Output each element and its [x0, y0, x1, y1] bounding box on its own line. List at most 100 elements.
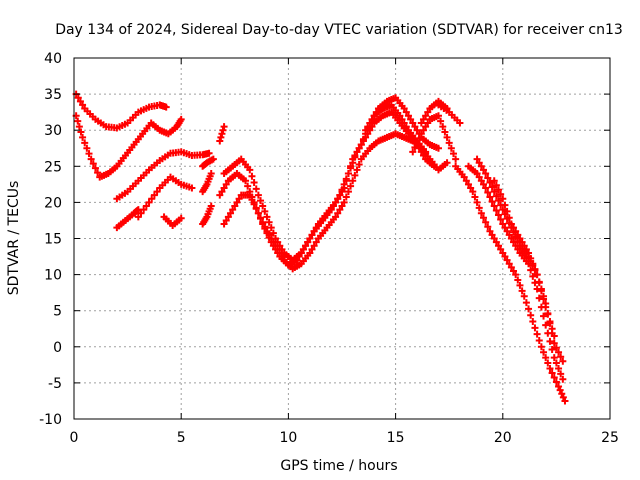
data-point [555, 383, 563, 391]
data-point [505, 214, 513, 222]
data-point [417, 119, 425, 127]
data-point [495, 242, 503, 250]
data-point [441, 128, 449, 136]
data-point [497, 190, 505, 198]
data-point [188, 184, 196, 192]
y-tick-label: 0 [53, 340, 62, 356]
data-point [484, 223, 492, 231]
x-tick-label: 5 [177, 430, 186, 446]
y-tick-label: 25 [44, 159, 62, 175]
data-point [267, 224, 275, 232]
data-point [209, 155, 217, 163]
data-point [443, 159, 451, 167]
y-tick-label: 40 [44, 51, 62, 67]
data-point [469, 188, 477, 196]
data-point [514, 231, 522, 239]
data-point [559, 393, 567, 401]
y-axis-label: SDTVAR / TECUs [6, 181, 22, 296]
series-track-7 [199, 155, 217, 170]
data-point [473, 170, 481, 178]
data-point [548, 325, 556, 333]
data-point [518, 287, 526, 295]
data-point [248, 172, 256, 180]
data-point [142, 202, 150, 210]
data-point [411, 123, 419, 131]
data-point [512, 227, 520, 235]
data-point [77, 128, 85, 136]
data-point [267, 235, 275, 242]
series-track-21 [362, 101, 430, 156]
data-point [177, 115, 185, 123]
y-tick-label: -10 [39, 412, 62, 428]
data-point [544, 310, 552, 318]
data-point [492, 192, 500, 200]
series-track-8 [199, 170, 215, 196]
y-tick-label: 35 [44, 87, 62, 103]
data-point [531, 324, 539, 332]
data-point [503, 207, 511, 215]
data-point [522, 245, 530, 253]
data-point [550, 373, 558, 381]
data-point [336, 191, 344, 199]
data-point [216, 191, 224, 199]
y-tick-label: 30 [44, 123, 62, 139]
data-point [424, 119, 432, 127]
data-point [351, 171, 359, 179]
data-point [87, 155, 95, 163]
data-point [235, 195, 243, 203]
data-point [557, 370, 565, 378]
data-point [148, 195, 156, 203]
data-point [302, 242, 310, 250]
data-point [434, 144, 442, 152]
data-point [254, 191, 262, 199]
data-point [471, 193, 479, 201]
data-point [216, 137, 224, 145]
data-point [259, 202, 267, 210]
data-point [347, 164, 355, 172]
data-point [368, 115, 376, 123]
data-point [74, 117, 82, 125]
data-point [344, 188, 352, 196]
data-point [263, 227, 271, 235]
series-track-1 [72, 90, 170, 132]
data-point [527, 254, 535, 262]
data-point [499, 220, 507, 228]
data-point [244, 182, 252, 190]
data-point [556, 386, 564, 394]
data-point [512, 271, 520, 279]
data-point [227, 209, 235, 217]
data-point [362, 133, 370, 141]
data-point [269, 238, 277, 246]
data-point [477, 177, 485, 185]
data-point [486, 193, 494, 201]
data-point [497, 216, 505, 224]
data-point [338, 186, 346, 194]
data-point [207, 202, 215, 210]
data-point [499, 206, 507, 214]
data-point [540, 295, 548, 303]
data-point [359, 137, 367, 145]
data-point [492, 207, 500, 215]
data-point [497, 245, 505, 253]
data-point [486, 227, 494, 235]
data-point [357, 141, 365, 149]
x-tick-label: 15 [387, 430, 405, 446]
data-point [222, 180, 230, 188]
data-point [452, 155, 460, 163]
data-point [518, 238, 526, 246]
data-point [308, 231, 316, 239]
data-point [488, 231, 496, 239]
data-point [327, 206, 335, 214]
data-point [137, 209, 145, 217]
data-point [246, 166, 254, 174]
data-point [482, 218, 490, 226]
data-point [449, 150, 457, 158]
data-point [242, 177, 250, 185]
data-point [447, 144, 455, 152]
data-point [492, 238, 500, 246]
data-point [419, 126, 427, 134]
data-point [516, 235, 524, 242]
data-point [145, 198, 153, 206]
data-point [424, 108, 432, 116]
data-point [265, 218, 273, 226]
